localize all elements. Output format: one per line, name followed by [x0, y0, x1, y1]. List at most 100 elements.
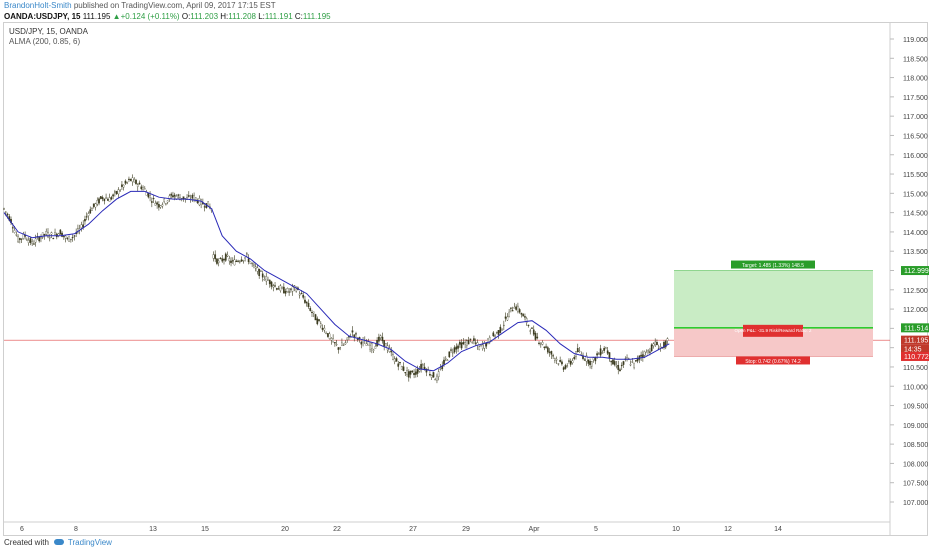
candle-body [196, 200, 199, 204]
candle-body [326, 333, 329, 337]
ohlc-line: OANDA:USDJPY, 15 111.195 ▲+0.124 (+0.11%… [4, 12, 331, 21]
candle-body [552, 355, 554, 357]
open-label: O: [181, 12, 191, 21]
candle-body [101, 197, 104, 200]
y-tick-label: 118.500 [903, 56, 928, 63]
candle-body [281, 287, 283, 289]
candle-body [142, 187, 144, 190]
candle-body [515, 306, 518, 310]
candle-body [464, 342, 466, 345]
candle-body [517, 305, 519, 312]
candle-body [650, 344, 653, 352]
x-tick-label: 29 [462, 526, 470, 533]
series-legend[interactable]: USD/JPY, 15, OANDA [9, 27, 88, 36]
candle-body [429, 374, 431, 376]
candle-body [240, 259, 243, 262]
x-axis: 6 8 13 15 20 22 27 29 Apr 5 10 12 14 [4, 521, 890, 533]
candle-body [334, 342, 336, 344]
author-link[interactable]: BrandonHolt-Smith [4, 1, 72, 10]
candle-body [562, 367, 565, 370]
candle-body [312, 311, 315, 314]
candle-body [598, 353, 600, 355]
candle-body [265, 276, 268, 282]
candle-body [261, 273, 264, 278]
candle-body [282, 286, 285, 294]
candle-body [543, 346, 546, 349]
candle-body [633, 362, 635, 368]
candle-body [612, 359, 614, 365]
candle-body [439, 368, 442, 370]
candle-body [150, 201, 153, 203]
entry-price-tag-bg [901, 323, 929, 333]
candle-body [253, 263, 255, 266]
candle-body [397, 363, 400, 367]
open-label-bg [743, 324, 803, 337]
y-tick-label: 110.500 [903, 365, 928, 372]
target-label: Target: 1.485 (1.33%) 148.5 [742, 263, 804, 269]
change-value: +0.124 (+0.11%) [120, 12, 180, 21]
candle-body [407, 371, 410, 378]
candle-body [524, 316, 526, 318]
candle-body [434, 379, 437, 381]
indicator-legend[interactable]: ALMA (200, 0.85, 6) [9, 37, 81, 46]
candle-body [11, 227, 14, 229]
candle-body [564, 365, 567, 369]
candle-body [330, 338, 333, 341]
candle-body [50, 232, 53, 235]
candle-body [634, 360, 637, 362]
candle-body [337, 347, 340, 350]
candle-body [413, 372, 415, 376]
publish-info: published on TradingView.com, April 09, … [71, 1, 276, 10]
candle-body [506, 316, 509, 321]
candle-body [617, 364, 620, 370]
candle-body [631, 361, 634, 363]
candle-body [254, 266, 257, 269]
position-zones: Target: 1.485 (1.33%) 148.5 Open P&L: -31… [674, 260, 873, 365]
candle-body [559, 360, 562, 362]
candle-body [138, 182, 141, 185]
candle-body [620, 364, 623, 367]
candle-body [268, 279, 271, 285]
candle-body [457, 345, 459, 349]
y-tick-label: 107.500 [903, 481, 928, 488]
candle-body [550, 351, 553, 355]
candle-body [656, 342, 658, 346]
candle-body [149, 195, 151, 198]
candle-body [353, 334, 356, 338]
candle-body [59, 229, 62, 235]
candle-body [152, 197, 155, 200]
candle-body [548, 351, 551, 353]
tradingview-link[interactable]: TradingView [67, 537, 112, 547]
candle-body [325, 332, 327, 334]
candle-body [305, 301, 308, 304]
candle-body [589, 360, 591, 366]
candle-body [235, 260, 238, 263]
candle-body [31, 240, 34, 245]
candle-body [140, 186, 143, 190]
candle-body [360, 341, 363, 345]
candle-body [291, 286, 294, 292]
candle-body [33, 243, 35, 245]
candle-body [244, 257, 246, 259]
candle-body [270, 281, 273, 287]
candle-body [231, 260, 234, 262]
candle-body [469, 338, 472, 340]
candle-body [161, 204, 164, 207]
candle-body [642, 354, 644, 358]
alma-line [3, 190, 670, 372]
candle-body [499, 326, 502, 333]
candle-body [300, 293, 303, 295]
candle-body [203, 206, 206, 208]
candle-body [510, 307, 512, 309]
candle-body [89, 209, 92, 214]
candle-body [374, 346, 377, 349]
candle-body [286, 288, 289, 292]
candle-body [546, 347, 549, 353]
candle-body [390, 351, 393, 353]
candle-body [474, 342, 477, 344]
candle-body [527, 324, 530, 326]
candle-body [409, 370, 412, 375]
candle-body [94, 203, 97, 208]
candle-body [385, 343, 387, 348]
